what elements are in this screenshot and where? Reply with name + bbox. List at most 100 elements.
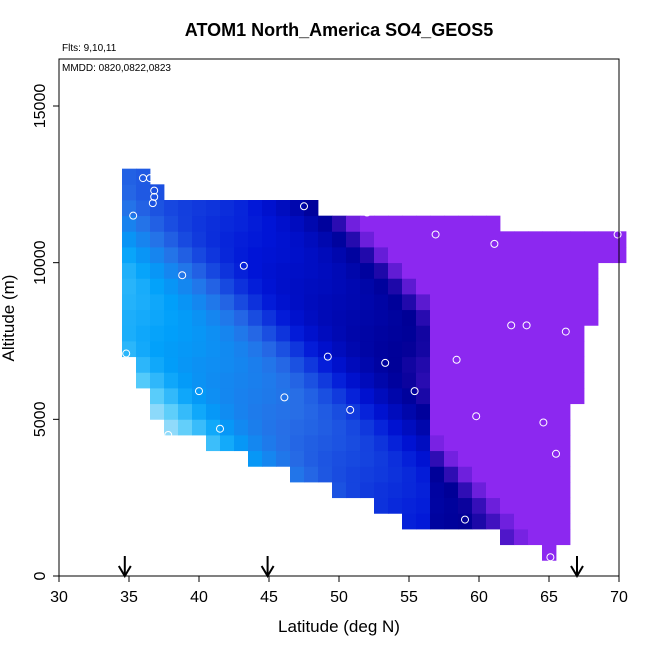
heatmap-cell [318,262,333,279]
heatmap-cell [472,294,487,311]
heatmap-cell [500,513,515,530]
heatmap-cell [500,278,515,295]
flights-note: Flts: 9,10,11 [62,43,117,54]
heatmap-cell [388,419,403,436]
heatmap-cell [430,403,445,420]
heatmap-cell [374,450,389,467]
heatmap-cell [374,341,389,358]
x-tick-label: 45 [260,589,278,606]
heatmap-cell [332,262,347,279]
heatmap-cell [360,341,375,358]
heatmap-cell [276,450,291,467]
heatmap-cell [248,262,263,279]
heatmap-cell [276,200,291,217]
heatmap-cell [500,466,515,483]
heatmap-cell [234,215,249,232]
heatmap-cell [542,403,557,420]
sample-point [561,327,570,336]
heatmap-cell [570,356,585,373]
heatmap-cell [500,341,515,358]
heatmap-cell [402,450,417,467]
heatmap-cell [332,403,347,420]
heatmap-cell [136,262,151,279]
heatmap-cell [570,262,585,279]
heatmap-cell [150,403,165,420]
heatmap-cell [416,497,431,514]
heatmap-cell [458,388,473,405]
sample-point [613,230,622,239]
heatmap-cell [220,372,235,389]
heatmap-cell [276,372,291,389]
heatmap-cell [388,388,403,405]
heatmap-cell [388,231,403,248]
heatmap-cell [416,325,431,342]
heatmap-cell [332,388,347,405]
heatmap-cell [500,497,515,514]
heatmap-cell [234,294,249,311]
heatmap-cell [346,482,361,499]
heatmap-cell [304,466,319,483]
heatmap-cell [458,403,473,420]
heatmap-cell [500,356,515,373]
heatmap-cell [346,435,361,452]
heatmap-cell [192,419,207,436]
sample-point [546,553,555,562]
heatmap-cell [416,388,431,405]
heatmap-cell [542,325,557,342]
heatmap-cell [416,247,431,264]
heatmap-cell [220,325,235,342]
heatmap-cell [402,403,417,420]
sample-point [122,349,131,358]
heatmap-cell [346,294,361,311]
heatmap-cell [304,278,319,295]
heatmap-cell [164,200,179,217]
heatmap-cell [430,388,445,405]
heatmap-cell [556,341,571,358]
heatmap-cell [122,168,137,185]
heatmap-cell [290,388,305,405]
heatmap-cell [206,294,221,311]
sample-point [461,515,469,524]
heatmap-cell [528,466,543,483]
heatmap-cell [444,356,459,373]
heatmap-cell [206,200,221,217]
heatmap-cell [360,215,375,232]
heatmap-cell [388,466,403,483]
heatmap-cell [472,388,487,405]
heatmap-cell [374,419,389,436]
heatmap-cell [444,294,459,311]
heatmap-cell [346,262,361,279]
heatmap-cell [290,450,305,467]
heatmap-cell [318,294,333,311]
heatmap-cell [248,294,263,311]
heatmap-cell [528,482,543,499]
heatmap-cell [402,215,417,232]
heatmap-cell [262,215,277,232]
heatmap-cell [220,341,235,358]
heatmap-cell [528,450,543,467]
heatmap-cell [276,341,291,358]
heatmap-cell [486,482,501,499]
heatmap-cell [556,247,571,264]
heatmap-cell [472,247,487,264]
heatmap-cell [220,388,235,405]
heatmap-cell [556,419,571,436]
heatmap-cell [444,482,459,499]
heatmap-cell [374,262,389,279]
heatmap-cell [304,419,319,436]
heatmap-cell [472,309,487,326]
heatmap-cell [472,482,487,499]
heatmap-cell [388,325,403,342]
heatmap-cell [570,341,585,358]
heatmap-cell [472,403,487,420]
heatmap-cell [556,231,571,248]
heatmap-cell [150,356,165,373]
heatmap-cell [304,435,319,452]
heatmap-cell [360,309,375,326]
heatmap-cell [486,403,501,420]
heatmap-cell [444,341,459,358]
x-tick-label: 30 [50,589,68,606]
heatmap-cell [332,278,347,295]
heatmap-cell [290,215,305,232]
heatmap-cell [164,294,179,311]
